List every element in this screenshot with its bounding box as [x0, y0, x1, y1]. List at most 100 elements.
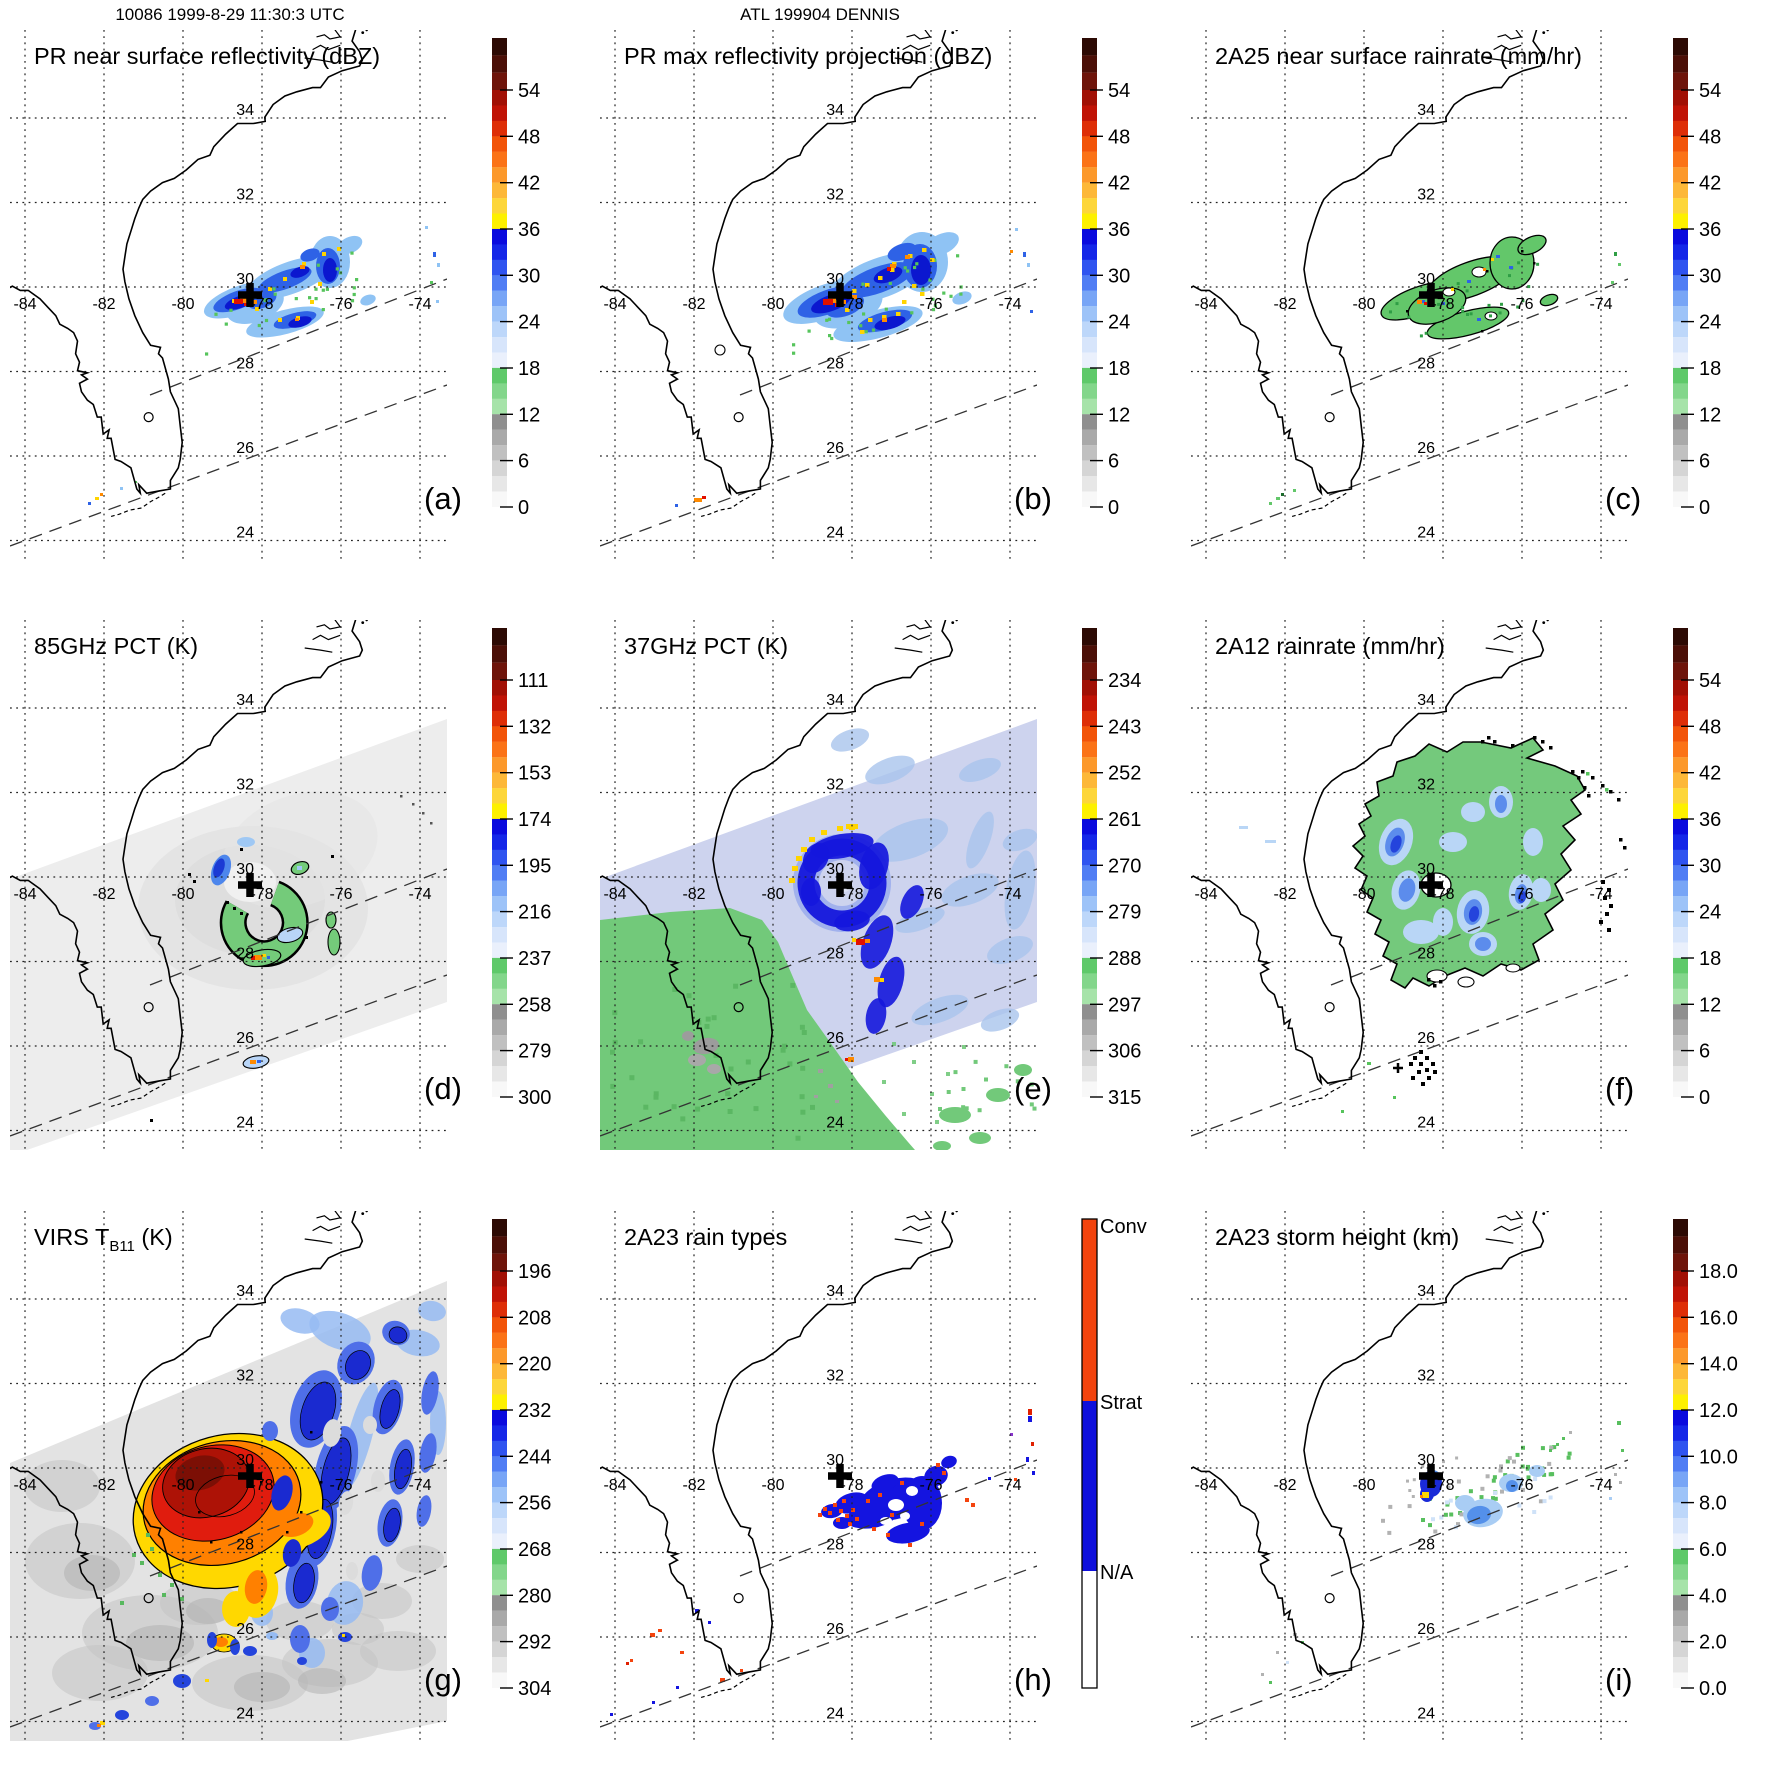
colorbar-tick-label: 208	[518, 1307, 551, 1329]
colorbar-tick-label: 12	[1699, 994, 1721, 1016]
lat-label: 32	[826, 187, 844, 204]
colorbar-tick-label: 36	[1699, 809, 1721, 831]
lat-label: 26	[826, 440, 844, 457]
lon-label: -84	[603, 296, 626, 313]
colorbar-tick-label: 30	[1699, 265, 1721, 287]
colorbar-tick-label: 42	[518, 173, 540, 195]
panel-title: 2A12 rainrate (mm/hr)	[1215, 633, 1445, 659]
colorbar-tick-label: 196	[518, 1261, 551, 1283]
colorbar-tick-label: 232	[518, 1400, 551, 1422]
colorbar-tick-label: 220	[518, 1354, 551, 1376]
colorbar-tick-label: 24	[1108, 312, 1130, 334]
colorbar-tick-label: 279	[518, 1041, 551, 1063]
colorbar-tick-label: 174	[518, 809, 551, 831]
colorbar-tick-label: 8.0	[1699, 1493, 1727, 1515]
panel-title: 2A23 rain types	[624, 1224, 787, 1250]
panel-title: 2A25 near surface rainrate (mm/hr)	[1215, 43, 1582, 69]
lake-okeechobee	[733, 1593, 744, 1604]
lon-label: -76	[919, 1477, 942, 1494]
lat-label: 26	[826, 1030, 844, 1047]
colorbar-tick-label: 42	[1699, 763, 1721, 785]
storm-center-marker	[1419, 873, 1443, 897]
map-a: 34 32 30 28 26 24 -84 -82 -80 -78 -76 -74 10086 1999…	[10, 5, 540, 560]
colorbar: 111 132 153 174 195 216 237 258 279 300	[492, 628, 551, 1109]
panel-letter: (i)	[1605, 1662, 1633, 1697]
panel-letter: (e)	[1014, 1071, 1052, 1106]
colorbar-tick-label: 18.0	[1699, 1261, 1738, 1283]
lat-label: 28	[826, 946, 844, 963]
latlon-grid	[10, 620, 447, 1150]
colorbar-tick-label: 0	[1108, 497, 1119, 519]
lon-label: -80	[1352, 886, 1375, 903]
colorbar-tick-label: 30	[1108, 265, 1130, 287]
lake-okeechobee	[1324, 1593, 1335, 1604]
lat-label: 32	[236, 187, 254, 204]
colorbar-tick-label: 12.0	[1699, 1400, 1738, 1422]
panel-title: 2A23 storm height (km)	[1215, 1224, 1459, 1250]
colorbar-tick-label: 6	[1699, 1041, 1710, 1063]
colorbar-tick-label: 6	[518, 451, 529, 473]
colorbar-tick-label: 48	[1108, 126, 1130, 148]
lon-label: -74	[998, 296, 1021, 313]
pr-swath-edges	[1191, 1459, 1628, 1728]
colorbar-tick-label: 243	[1108, 716, 1141, 738]
lake-okeechobee	[733, 1002, 744, 1013]
colorbar-tick-label: 237	[518, 948, 551, 970]
lon-label: -80	[761, 1477, 784, 1494]
lat-label: 24	[826, 525, 844, 542]
colorbar-tick-label: 48	[1699, 716, 1721, 738]
colorbar-tick-label: 36	[1108, 219, 1130, 241]
lon-label: -74	[408, 1477, 431, 1494]
lon-label: -82	[682, 296, 705, 313]
colorbar-tick-label: 30	[518, 265, 540, 287]
lon-label: -82	[682, 886, 705, 903]
lon-label: -78	[250, 886, 273, 903]
colorbar-tick-label: 261	[1108, 809, 1141, 831]
colorbar-tick-label: 6	[1699, 451, 1710, 473]
lon-label: -82	[1273, 296, 1296, 313]
lon-label: -82	[92, 296, 115, 313]
latlon-grid	[1191, 620, 1628, 1150]
lat-label: 34	[1417, 102, 1435, 119]
colorbar-tick-label: 54	[1699, 80, 1721, 102]
lat-label: 28	[236, 356, 254, 373]
colorbar-tick-label: 54	[1699, 670, 1721, 692]
lon-label: -84	[13, 886, 36, 903]
storm-center-marker	[828, 1464, 852, 1488]
colorbar-tick-label: 36	[1699, 219, 1721, 241]
colorbar-tick-label: 270	[1108, 855, 1141, 877]
colorbar-tick-label: 42	[1699, 173, 1721, 195]
pr-swath-edges	[600, 278, 1037, 547]
colorbar-tick-label: 216	[518, 902, 551, 924]
colorbar-tick-label: 4.0	[1699, 1585, 1727, 1607]
colorbar: 234 243 252 261 270 279 288 297 306 315	[1082, 628, 1141, 1109]
lat-label: 32	[236, 1368, 254, 1385]
lake-okeechobee	[1324, 1002, 1335, 1013]
colorbar-tick-label: 280	[518, 1585, 551, 1607]
colorbar-tick-label: 54	[518, 80, 540, 102]
panel-letter: (d)	[424, 1071, 462, 1106]
pr-swath-edges	[600, 1459, 1037, 1728]
lon-label: -78	[840, 886, 863, 903]
lon-label: -84	[1194, 886, 1217, 903]
pr-swath-edges	[1191, 868, 1628, 1137]
coastline	[10, 30, 368, 517]
colorbar-tick-label: 54	[1108, 80, 1130, 102]
lon-label: -76	[1510, 296, 1533, 313]
lon-label: -76	[329, 296, 352, 313]
pr-swath-edges	[10, 868, 447, 1137]
lat-label: 26	[236, 1030, 254, 1047]
colorbar-tick-label: 6	[1108, 451, 1119, 473]
lon-label: -82	[92, 1477, 115, 1494]
panel-f: 34 32 30 28 26 24 -84 -82 -80 -78 -76 -74 2A12 rainr…	[1181, 590, 1771, 1181]
colorbar-tick-label: 279	[1108, 902, 1141, 924]
colorbar-tick-label: 16.0	[1699, 1307, 1738, 1329]
lat-label: 34	[236, 692, 254, 709]
